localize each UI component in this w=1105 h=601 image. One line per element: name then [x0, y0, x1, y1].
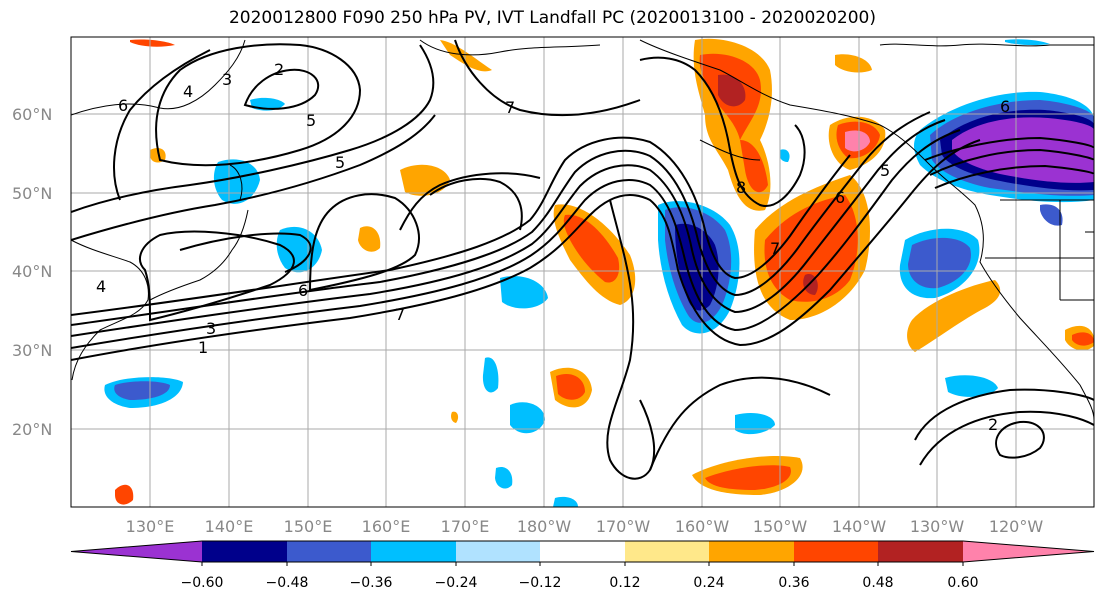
lon-label: 120°W — [989, 517, 1044, 536]
colorbar-swatch — [878, 541, 963, 562]
colorbar-tick-label: 0.12 — [609, 575, 640, 591]
colorbar-tick-label: −0.24 — [435, 575, 478, 591]
contour-label: 3 — [206, 319, 216, 338]
contour-labels: 6 4 3 2 5 7 6 5 8 7 6 5 6 4 1 3 7 2 — [96, 60, 1010, 434]
lat-label: 50°N — [12, 184, 52, 203]
lat-label: 60°N — [12, 105, 52, 124]
contour-label: 6 — [118, 96, 128, 115]
contour-label: 6 — [835, 188, 845, 207]
colorbar-tick-label: −0.48 — [266, 575, 309, 591]
lon-label: 130°W — [910, 517, 965, 536]
colorbar-swatch — [202, 541, 287, 562]
colorbar-swatch — [963, 541, 1094, 562]
contour-label: 4 — [183, 82, 193, 101]
colorbar-tick-label: 0.60 — [947, 575, 978, 591]
colorbar: −0.60 −0.48 −0.36 −0.24 −0.12 0.12 0.24 … — [70, 540, 1095, 591]
contour-label: 5 — [335, 153, 345, 172]
colorbar-swatches — [70, 540, 1095, 563]
lon-label: 160°W — [675, 517, 730, 536]
lon-label: 150°W — [753, 517, 808, 536]
map-frame — [70, 36, 1095, 508]
lon-label: 170°E — [441, 517, 490, 536]
contour-label: 7 — [770, 239, 780, 258]
contour-label: 4 — [96, 277, 106, 296]
lon-label: 140°E — [205, 517, 254, 536]
contour-label: 2 — [274, 60, 284, 79]
latitude-labels: 60°N 50°N 40°N 30°N 20°N — [12, 105, 52, 439]
colorbar-swatch — [371, 541, 456, 562]
contour-label: 6 — [298, 281, 308, 300]
lon-label: 160°E — [362, 517, 411, 536]
colorbar-swatch — [794, 541, 878, 562]
colorbar-tick-label: −0.12 — [519, 575, 562, 591]
coastlines — [71, 39, 1094, 421]
lon-label: 150°E — [284, 517, 333, 536]
longitude-labels: 130°E 140°E 150°E 160°E 170°E 180°W 170°… — [126, 517, 1044, 536]
lat-label: 20°N — [12, 420, 52, 439]
colorbar-tick-label: 0.36 — [778, 575, 809, 591]
contour-label: 6 — [1000, 97, 1010, 116]
map-content — [71, 37, 1094, 507]
contour-label: 5 — [880, 161, 890, 180]
colorbar-tick-label: 0.48 — [862, 575, 893, 591]
lat-label: 30°N — [12, 341, 52, 360]
colorbar-swatch — [540, 541, 625, 562]
colorbar-swatch — [456, 541, 540, 562]
contour-label: 3 — [222, 70, 232, 89]
colorbar-swatch — [287, 541, 371, 562]
contour-label: 8 — [736, 178, 746, 197]
contour-label: 7 — [505, 98, 515, 117]
lon-label: 180°W — [517, 517, 572, 536]
pv-contours — [71, 39, 1094, 480]
colorbar-tick-label: −0.36 — [350, 575, 393, 591]
colorbar-tick-label: −0.60 — [181, 575, 224, 591]
colorbar-swatch — [709, 541, 794, 562]
contour-label: 2 — [988, 415, 998, 434]
colorbar-tick-label: 0.24 — [693, 575, 724, 591]
lat-label: 40°N — [12, 262, 52, 281]
contour-label: 5 — [306, 111, 316, 130]
contour-label: 7 — [395, 305, 405, 324]
lon-label: 130°E — [126, 517, 175, 536]
gridlines — [71, 37, 1094, 507]
lon-label: 170°W — [596, 517, 651, 536]
colorbar-tick-labels: −0.60 −0.48 −0.36 −0.24 −0.12 0.12 0.24 … — [181, 575, 979, 591]
lon-label: 140°W — [832, 517, 887, 536]
contour-label: 1 — [198, 338, 208, 357]
figure-title: 2020012800 F090 250 hPa PV, IVT Landfall… — [228, 8, 876, 28]
colorbar-ticks — [201, 562, 964, 566]
colorbar-swatch — [625, 541, 709, 562]
colorbar-swatch — [71, 541, 202, 562]
